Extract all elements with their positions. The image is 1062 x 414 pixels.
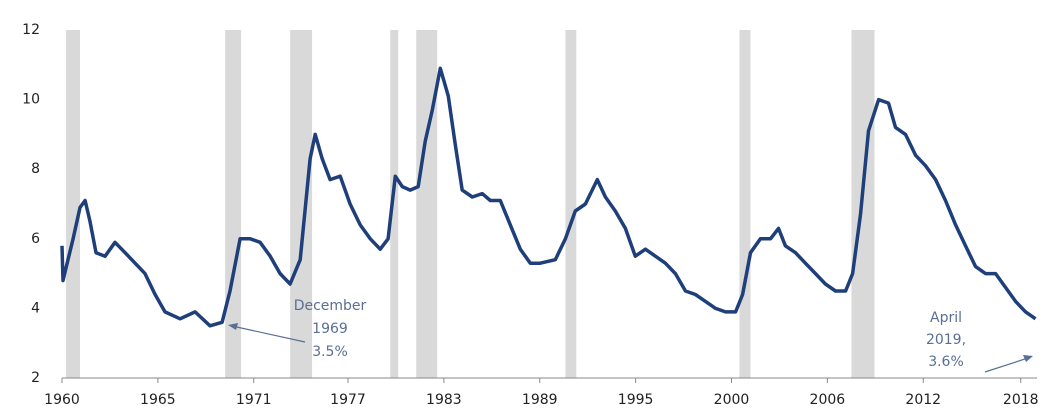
x-tick-label: 1977 [330, 392, 366, 408]
x-tick-label: 1989 [522, 392, 558, 408]
annotation-arrow [984, 357, 1029, 373]
x-tick-label: 2012 [905, 392, 941, 408]
x-tick-label: 1995 [618, 392, 654, 408]
y-tick-label: 6 [31, 231, 40, 247]
x-tick-label: 2018 [1003, 392, 1039, 408]
plot-layer [60, 66, 1037, 328]
recession-band [290, 30, 313, 378]
recession-band [416, 30, 438, 378]
annotation: December [294, 298, 367, 314]
x-tick-label: 1971 [236, 392, 272, 408]
x-tick-label: 2006 [810, 392, 846, 408]
annotation: 3.5% [312, 344, 348, 360]
recession-band [739, 30, 751, 378]
annotation: April [930, 310, 962, 326]
annotation: 3.6% [928, 354, 964, 370]
recession-band [565, 30, 577, 378]
annotation: 2019, [926, 332, 966, 348]
y-tick-label: 4 [31, 300, 40, 316]
x-tick-label: 2000 [714, 392, 750, 408]
x-tick-label: 1983 [426, 392, 462, 408]
annotation-arrow [231, 325, 306, 343]
annotation: 1969 [312, 321, 348, 337]
y-tick-label: 2 [31, 370, 40, 386]
y-tick-label: 10 [22, 92, 40, 108]
x-tick-label: 1965 [140, 392, 176, 408]
recession-layer [66, 30, 875, 378]
x-tick-label: 1960 [44, 392, 80, 408]
y-tick-label: 12 [22, 22, 40, 38]
annotation-arrowhead [228, 323, 238, 330]
recession-band [66, 30, 81, 378]
data-line [60, 66, 1037, 328]
y-tick-label: 8 [31, 161, 40, 177]
recession-band [390, 30, 399, 378]
annotation-arrowhead [1023, 355, 1033, 362]
